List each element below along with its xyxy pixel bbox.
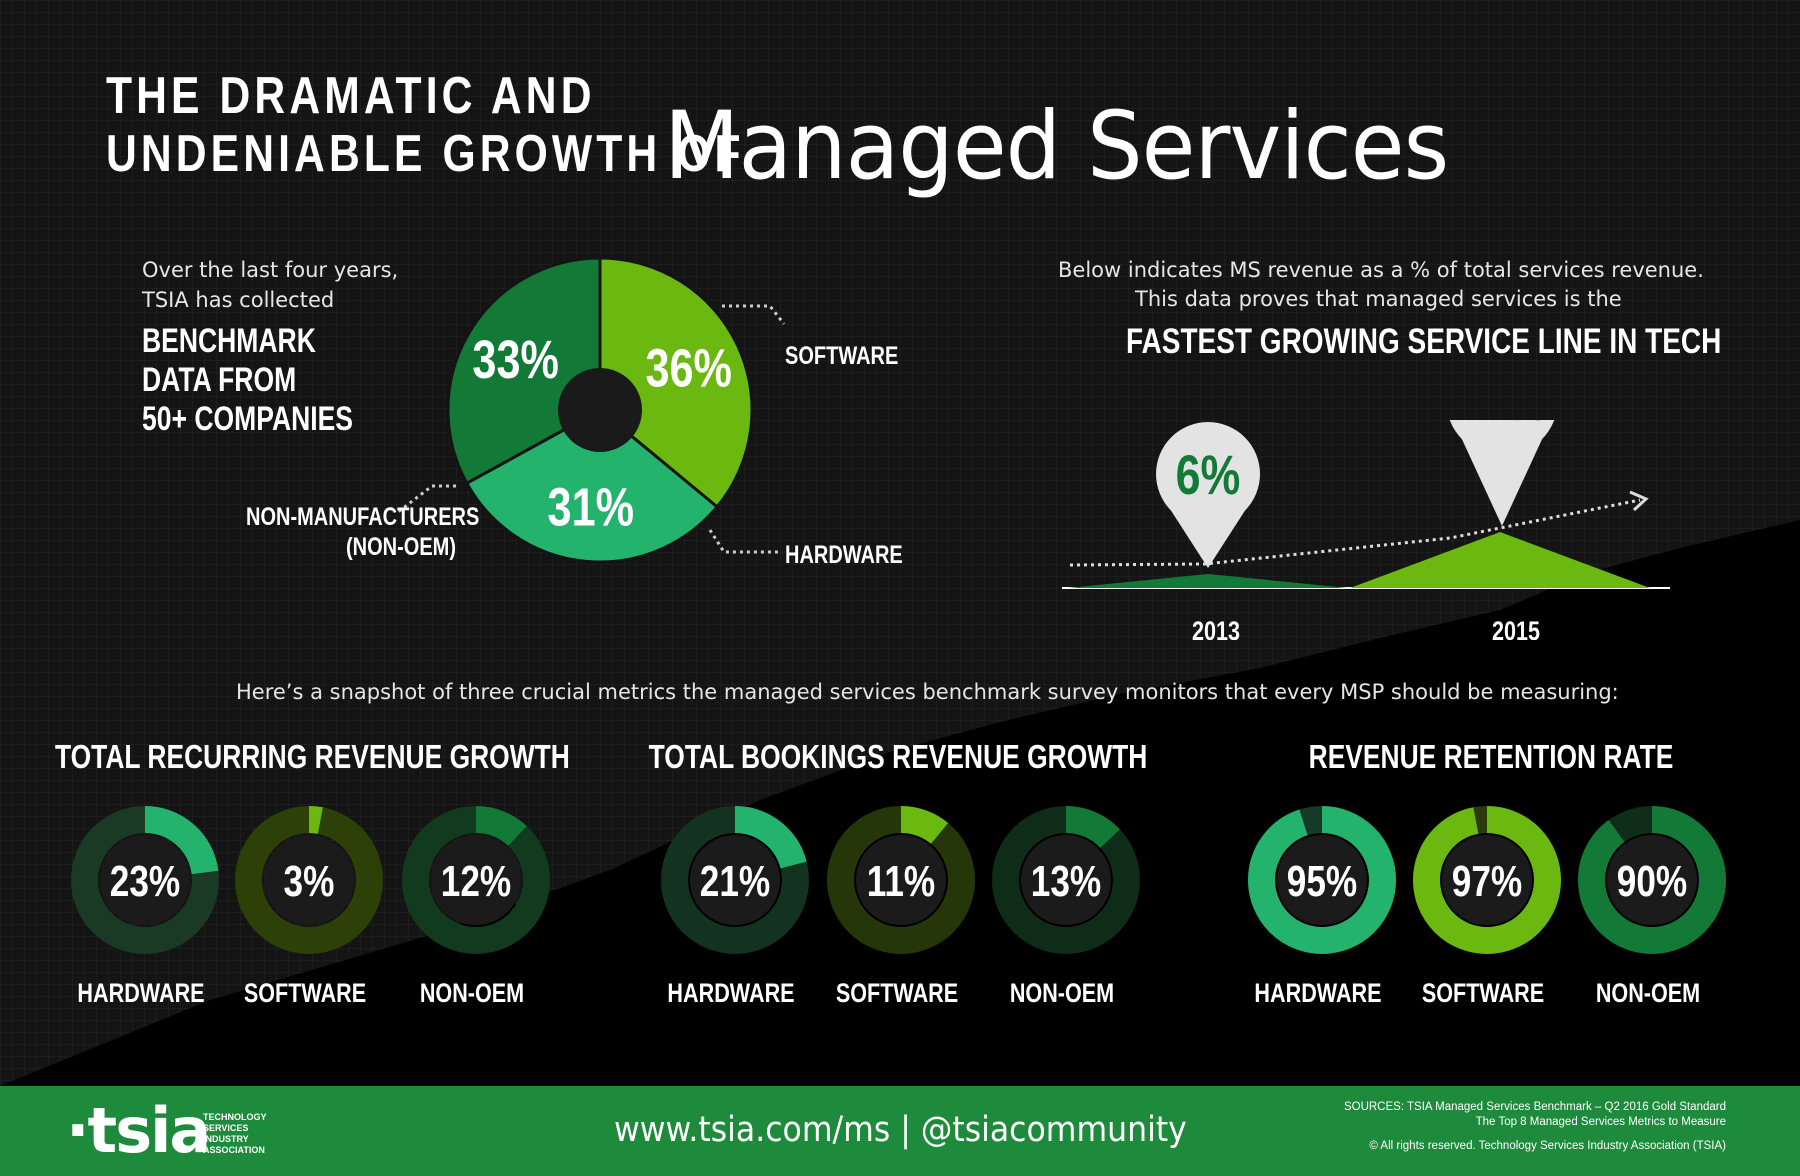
donut-value-label: 21% [700, 857, 770, 906]
growth-area-2013 [1068, 574, 1348, 588]
donut-value-label: 23% [110, 857, 180, 906]
donut-value-label: 12% [441, 857, 511, 906]
donut-value-arc [235, 806, 383, 954]
donut-value-arc [992, 806, 1140, 954]
benchmark-line-1: BENCHMARK [142, 322, 316, 360]
title-big: Managed Services [664, 92, 1449, 201]
growth-desc-1: Below indicates MS revenue as a % of tot… [1058, 258, 1704, 282]
donut-software: 11% [827, 806, 975, 954]
benchmark-line-3: 50+ COMPANIES [142, 400, 354, 438]
growth-trend-line [1069, 498, 1641, 567]
donut-category-label: HARDWARE [667, 979, 794, 1009]
source-line-2: The Top 8 Managed Services Metrics to Me… [1475, 1116, 1726, 1128]
donut-category-label: SOFTWARE [1422, 979, 1544, 1009]
pie-center-hole [558, 368, 642, 452]
donut-category-label: NON-OEM [1010, 979, 1114, 1009]
donut-non-oem: 12% [402, 806, 550, 954]
growth-value-label: 6% [1176, 443, 1241, 506]
donut-value-arc [402, 806, 550, 954]
ms-revenue-growth-chart: 6% 2013 24% 2015 [1062, 420, 1670, 640]
donut-value-arc [661, 806, 809, 954]
pie-slice-software [598, 256, 754, 510]
pie-value-label: 36% [645, 339, 731, 399]
company-mix-pie-chart: 36% 31% 33% [446, 256, 754, 564]
pie-value-label: 31% [548, 478, 634, 538]
metric-header-recurring: TOTAL RECURRING REVENUE GROWTH [55, 738, 570, 775]
pie-label-nonoem-1: NON-MANUFACTURERS [246, 503, 480, 531]
trend-arrow-head [1629, 490, 1649, 512]
pie-label-nonoem-2: (NON-OEM) [346, 533, 456, 561]
donut-value-label: 90% [1617, 857, 1687, 906]
org-line-1: TECHNOLOGY [203, 1112, 267, 1122]
snapshot-text: Here’s a snapshot of three crucial metri… [236, 680, 1619, 704]
donut-category-label: NON-OEM [1596, 979, 1700, 1009]
footer-sources: SOURCES: TSIA Managed Services Benchmark… [1344, 1100, 1726, 1154]
donut-hardware: 95% [1248, 806, 1396, 954]
donut-category-label: SOFTWARE [244, 979, 366, 1009]
metric-donut-charts: 23% HARDWARE 3% SOFTWARE 12% NON-OEM 21% HARDWA… [71, 806, 1726, 1009]
copyright-line: © All rights reserved. Technology Servic… [1369, 1140, 1726, 1152]
donut-value-label: 3% [284, 857, 335, 906]
growth-value-pin: 24% [1449, 420, 1555, 526]
growth-value-label: 24% [1457, 420, 1547, 432]
donut-value-label: 95% [1287, 857, 1357, 906]
intro-line-1: Over the last four years, [142, 258, 399, 282]
donut-category-label: NON-OEM [420, 979, 524, 1009]
donut-value-arc [71, 806, 219, 954]
donut-category-label: HARDWARE [77, 979, 204, 1009]
title-line-1: THE DRAMATIC AND [106, 67, 596, 125]
donut-value-label: 13% [1031, 857, 1101, 906]
donut-value-arc [827, 806, 975, 954]
title-line-2: UNDENIABLE GROWTH OF [106, 125, 745, 183]
growth-desc-2: This data proves that managed services i… [1135, 287, 1622, 311]
growth-year-label: 2013 [1192, 617, 1240, 640]
donut-non-oem: 90% [1578, 806, 1726, 954]
donut-hardware: 21% [661, 806, 809, 954]
pie-callout-lines [397, 304, 786, 554]
footer-bar: ·tsia TECHNOLOGY SERVICES INDUSTRY ASSOC… [0, 1086, 1800, 1176]
org-line-3: INDUSTRY [203, 1134, 249, 1144]
donut-non-oem: 13% [992, 806, 1140, 954]
donut-category-label: SOFTWARE [836, 979, 958, 1009]
growth-headline: FASTEST GROWING SERVICE LINE IN TECH [1126, 322, 1722, 361]
donut-value-label: 11% [867, 857, 935, 906]
donut-category-label: HARDWARE [1254, 979, 1381, 1009]
org-line-2: SERVICES [203, 1123, 249, 1133]
metric-header-retention: REVENUE RETENTION RATE [1308, 738, 1674, 775]
donut-value-arc [1413, 806, 1561, 954]
intro-line-2: TSIA has collected [142, 288, 335, 312]
benchmark-line-2: DATA FROM [142, 361, 297, 399]
tsia-org-name: TECHNOLOGY SERVICES INDUSTRY ASSOCIATION [203, 1112, 267, 1156]
pie-label-software: SOFTWARE [785, 342, 899, 370]
pie-slice-hardware [464, 408, 720, 564]
growth-area-2015 [1350, 532, 1650, 588]
donut-software: 97% [1413, 806, 1561, 954]
donut-value-arc [1578, 806, 1726, 954]
pie-label-hardware: HARDWARE [785, 541, 903, 569]
donut-software: 3% [235, 806, 383, 954]
donut-hardware: 23% [71, 806, 219, 954]
tsia-logo[interactable]: ·tsia [66, 1094, 211, 1167]
footer-web-links[interactable]: www.tsia.com/ms | @tsiacommunity [614, 1110, 1187, 1150]
donut-value-label: 97% [1452, 857, 1522, 906]
growth-value-pin: 6% [1156, 422, 1260, 568]
donut-value-arc [1248, 806, 1396, 954]
source-line-1: SOURCES: TSIA Managed Services Benchmark… [1343, 1101, 1726, 1113]
metric-header-bookings: TOTAL BOOKINGS REVENUE GROWTH [648, 738, 1148, 775]
org-line-4: ASSOCIATION [203, 1145, 265, 1155]
growth-year-label: 2015 [1492, 617, 1540, 640]
pie-value-label: 33% [472, 331, 558, 391]
